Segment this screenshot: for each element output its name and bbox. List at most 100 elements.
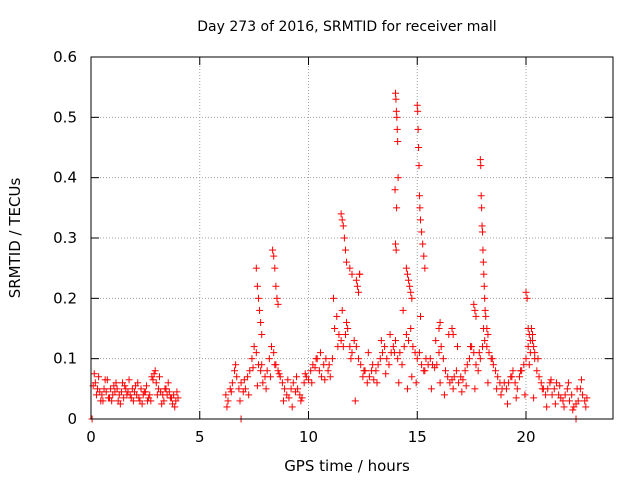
data-point xyxy=(265,355,273,363)
data-point xyxy=(351,397,359,405)
data-point xyxy=(355,288,363,296)
data-point xyxy=(275,370,283,378)
data-point xyxy=(450,373,458,381)
data-point xyxy=(174,394,182,402)
data-point xyxy=(478,204,486,212)
data-point xyxy=(281,385,289,393)
data-point xyxy=(415,162,423,170)
chart-title: Day 273 of 2016, SRMTID for receiver mal… xyxy=(197,19,496,35)
data-point xyxy=(475,349,483,357)
data-point xyxy=(476,355,484,363)
data-point xyxy=(334,343,342,351)
data-point xyxy=(353,282,361,290)
data-point xyxy=(538,385,546,393)
x-tick-label: 15 xyxy=(408,428,427,446)
data-point xyxy=(156,373,164,381)
data-point xyxy=(453,343,461,351)
data-point xyxy=(415,144,423,151)
data-point xyxy=(421,264,429,272)
data-point xyxy=(522,288,530,296)
data-point xyxy=(95,373,103,381)
data-point xyxy=(145,394,153,402)
x-tick-label: 5 xyxy=(195,428,205,446)
data-point xyxy=(140,388,148,396)
data-point xyxy=(249,364,257,372)
data-point xyxy=(252,264,260,272)
data-point xyxy=(279,397,287,405)
data-point xyxy=(119,379,127,387)
data-point xyxy=(284,376,292,384)
data-point xyxy=(308,379,316,387)
data-point xyxy=(426,355,434,363)
data-point xyxy=(515,373,523,381)
data-point xyxy=(343,258,351,266)
data-point xyxy=(268,343,276,351)
data-point xyxy=(560,403,568,411)
data-point xyxy=(330,294,338,302)
data-point xyxy=(392,107,400,115)
data-point xyxy=(563,385,571,393)
data-point xyxy=(547,376,555,384)
data-point xyxy=(484,331,492,339)
data-point xyxy=(256,306,264,314)
data-point xyxy=(340,234,348,242)
data-point xyxy=(153,391,161,399)
data-point xyxy=(343,318,351,326)
data-point xyxy=(406,282,414,290)
data-point xyxy=(278,379,286,387)
data-point xyxy=(413,101,421,109)
data-point xyxy=(543,403,551,411)
data-point xyxy=(117,388,125,396)
data-point xyxy=(476,156,484,164)
data-point xyxy=(530,394,538,402)
data-point xyxy=(517,367,525,375)
data-point xyxy=(391,186,399,194)
data-point xyxy=(322,355,330,363)
data-point xyxy=(171,403,179,411)
data-point xyxy=(386,331,394,339)
data-point xyxy=(402,331,410,339)
data-point xyxy=(389,343,397,351)
data-point xyxy=(452,367,460,375)
data-point xyxy=(436,318,444,326)
data-point xyxy=(352,343,360,351)
data-point xyxy=(321,376,329,384)
data-point xyxy=(120,394,128,402)
data-point xyxy=(365,373,373,381)
data-point xyxy=(248,355,256,363)
data-point xyxy=(435,349,443,357)
data-point xyxy=(508,373,516,381)
data-point xyxy=(241,385,249,393)
data-point xyxy=(224,397,232,405)
data-point xyxy=(158,400,166,408)
data-point xyxy=(433,361,441,369)
data-point xyxy=(531,349,539,357)
data-point xyxy=(173,388,181,396)
data-point xyxy=(257,367,265,375)
data-point xyxy=(137,385,145,393)
data-point xyxy=(142,382,150,390)
data-point xyxy=(550,385,558,393)
data-point xyxy=(421,367,429,375)
data-point xyxy=(493,385,501,393)
data-point xyxy=(244,373,252,381)
data-point xyxy=(223,403,231,411)
data-point xyxy=(465,355,473,363)
data-point xyxy=(556,382,564,390)
data-point xyxy=(274,300,282,308)
data-point xyxy=(437,343,445,351)
data-point xyxy=(537,379,545,387)
data-point xyxy=(378,349,386,357)
data-point xyxy=(527,325,535,332)
data-point xyxy=(341,246,349,254)
data-point xyxy=(481,294,489,302)
data-point xyxy=(480,282,488,290)
data-point xyxy=(91,379,99,387)
data-point xyxy=(235,385,243,393)
data-point xyxy=(254,294,262,302)
data-point xyxy=(477,162,485,170)
data-point xyxy=(420,252,428,260)
data-point xyxy=(236,397,244,405)
data-point xyxy=(165,388,173,396)
data-point xyxy=(337,337,345,345)
